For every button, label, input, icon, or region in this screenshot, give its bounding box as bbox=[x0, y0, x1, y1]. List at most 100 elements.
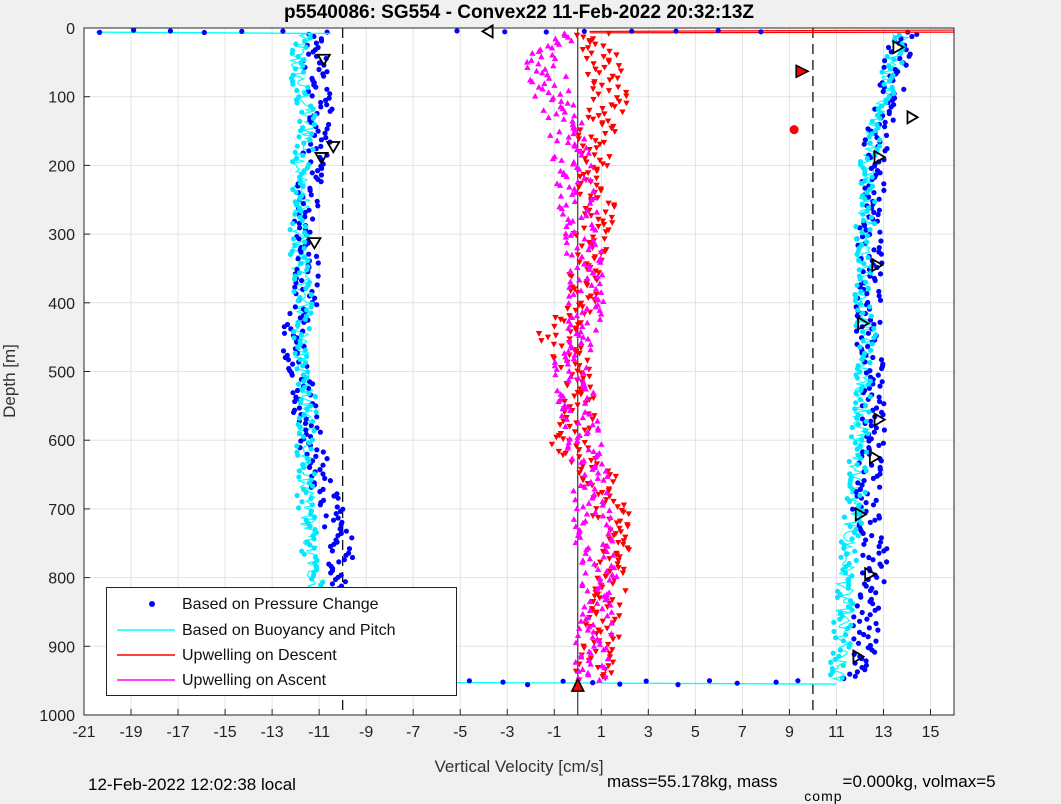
pressure-change-point bbox=[867, 612, 873, 618]
buoyancy-point bbox=[862, 489, 868, 495]
upwelling-descent-point bbox=[592, 138, 599, 144]
upwelling-ascent-point bbox=[594, 469, 602, 476]
buoyancy-point bbox=[857, 492, 863, 499]
pressure-change-point bbox=[863, 662, 870, 668]
pressure-change-point bbox=[909, 33, 915, 40]
upwelling-descent-point bbox=[572, 327, 580, 334]
buoyancy-point bbox=[312, 514, 318, 520]
upwelling-descent-point bbox=[604, 641, 612, 648]
pressure-change-point bbox=[861, 631, 867, 638]
upwelling-ascent-point bbox=[586, 410, 593, 417]
upwelling-descent-point bbox=[609, 636, 617, 643]
pressure-change-point bbox=[318, 38, 325, 44]
x-tick-label: 9 bbox=[785, 724, 794, 741]
upwelling-ascent-point bbox=[562, 230, 569, 237]
upwelling-ascent-point bbox=[574, 264, 581, 271]
pressure-change-point bbox=[296, 236, 302, 242]
upwelling-descent-point bbox=[595, 91, 602, 98]
upwelling-ascent-point bbox=[558, 205, 566, 212]
upwelling-descent-point bbox=[616, 98, 623, 105]
buoyancy-point bbox=[846, 560, 852, 567]
buoyancy-point bbox=[866, 409, 872, 415]
y-tick-label: 500 bbox=[48, 365, 75, 382]
upwelling-ascent-point bbox=[604, 542, 611, 549]
buoyancy-point bbox=[300, 372, 306, 378]
pressure-change-point bbox=[327, 108, 333, 114]
upwelling-ascent-point bbox=[599, 512, 607, 519]
pressure-change-point bbox=[327, 543, 334, 550]
buoyancy-point bbox=[301, 412, 307, 418]
upwelling-ascent-point bbox=[599, 501, 606, 508]
upwelling-ascent-point bbox=[607, 601, 614, 608]
pressure-change-point bbox=[872, 277, 878, 284]
upwelling-descent-point bbox=[593, 168, 601, 175]
pressure-change-point bbox=[879, 379, 885, 385]
upwelling-ascent-point bbox=[575, 375, 582, 381]
upwelling-descent-point bbox=[575, 132, 582, 139]
upwelling-ascent-point bbox=[579, 610, 586, 617]
upwelling-descent-point bbox=[602, 497, 610, 503]
buoyancy-point bbox=[298, 128, 304, 134]
buoyancy-point bbox=[306, 440, 312, 446]
upwelling-descent-point bbox=[593, 175, 600, 182]
upwelling-ascent-point bbox=[589, 621, 597, 628]
buoyancy-point bbox=[849, 536, 855, 542]
pressure-change-point bbox=[871, 209, 877, 215]
upwelling-descent-point bbox=[599, 105, 606, 112]
upwelling-descent-point bbox=[572, 307, 579, 314]
upwelling-ascent-point bbox=[570, 355, 578, 362]
pressure-change-point bbox=[881, 579, 887, 585]
upwelling-descent-point bbox=[614, 84, 622, 91]
upwelling-ascent-point bbox=[604, 655, 612, 662]
buoyancy-point bbox=[853, 557, 859, 564]
pressure-change-point bbox=[858, 594, 864, 600]
pressure-change-point bbox=[317, 502, 323, 508]
x-tick-label: 5 bbox=[691, 724, 700, 741]
upwelling-descent-point bbox=[602, 229, 610, 235]
upwelling-ascent-point bbox=[613, 573, 620, 580]
buoyancy-point bbox=[301, 254, 308, 261]
buoyancy-point bbox=[854, 251, 860, 257]
pressure-change-point bbox=[316, 60, 323, 66]
buoyancy-point bbox=[296, 415, 302, 421]
upwelling-descent-point bbox=[586, 107, 593, 114]
pressure-change-point bbox=[315, 168, 321, 174]
pressure-change-point bbox=[852, 673, 858, 679]
upwelling-ascent-point bbox=[557, 91, 564, 97]
buoyancy-point bbox=[855, 421, 862, 427]
buoyancy-point bbox=[301, 378, 307, 384]
buoyancy-point bbox=[857, 397, 864, 403]
upwelling-descent-point bbox=[605, 227, 612, 234]
upwelling-descent-point bbox=[591, 593, 598, 600]
upwelling-descent-point bbox=[609, 659, 617, 666]
pressure-change-point bbox=[328, 570, 334, 576]
buoyancy-point bbox=[296, 270, 302, 276]
buoyancy-point bbox=[292, 66, 298, 72]
upwelling-descent-point bbox=[555, 448, 563, 455]
pressure-change-point bbox=[324, 86, 330, 92]
pressure-change-point bbox=[317, 429, 323, 435]
upwelling-descent-point bbox=[572, 361, 579, 368]
transit-point bbox=[97, 29, 103, 35]
buoyancy-point bbox=[891, 57, 897, 63]
x-tick-label: -15 bbox=[214, 724, 237, 741]
buoyancy-point bbox=[831, 628, 837, 635]
upwelling-descent-point bbox=[598, 82, 606, 89]
upwelling-descent-point bbox=[599, 548, 607, 555]
buoyancy-point bbox=[304, 233, 310, 239]
direction-marker bbox=[857, 315, 871, 331]
upwelling-ascent-point bbox=[558, 412, 566, 419]
upwelling-ascent-point bbox=[579, 323, 586, 329]
upwelling-descent-point bbox=[576, 470, 583, 477]
pressure-change-point bbox=[885, 44, 892, 51]
buoyancy-point bbox=[304, 267, 310, 273]
buoyancy-point bbox=[847, 523, 853, 530]
buoyancy-point bbox=[846, 458, 852, 465]
buoyancy-point bbox=[311, 536, 317, 542]
buoyancy-point bbox=[828, 659, 834, 666]
upwelling-descent-point bbox=[611, 204, 618, 210]
buoyancy-point bbox=[867, 394, 873, 400]
buoyancy-point bbox=[865, 431, 871, 437]
pressure-change-point bbox=[877, 539, 884, 545]
upwelling-ascent-point bbox=[535, 48, 542, 54]
